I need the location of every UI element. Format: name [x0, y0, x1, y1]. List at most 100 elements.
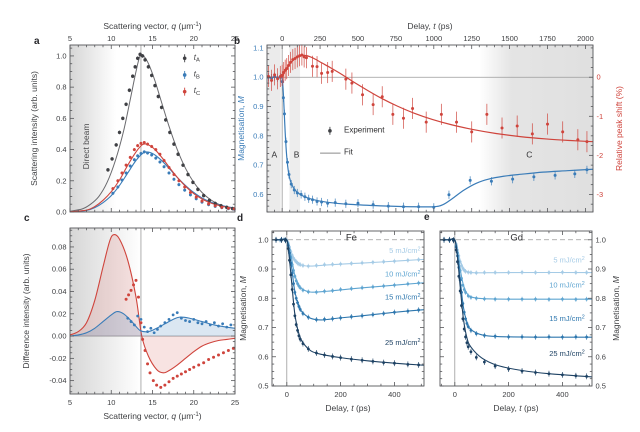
- data-point: [576, 138, 580, 142]
- legend-marker: [182, 73, 187, 77]
- y2-tick-label: -3: [597, 190, 604, 199]
- data-point: [297, 305, 301, 308]
- data-point: [296, 282, 299, 286]
- data-point: [164, 118, 168, 122]
- x-tick-label: 500: [352, 34, 365, 43]
- data-point: [229, 323, 233, 327]
- data-point: [546, 122, 550, 126]
- data-point: [356, 201, 360, 205]
- data-point: [175, 311, 179, 315]
- data-point: [466, 345, 470, 349]
- data-point: [401, 116, 405, 120]
- data-point: [585, 374, 589, 378]
- data-point: [132, 148, 136, 152]
- data-point: [288, 258, 291, 262]
- data-point: [382, 312, 386, 315]
- y-tick-label: 0.8: [56, 83, 66, 92]
- data-point: [339, 356, 343, 360]
- series-fe-25-data: [274, 236, 421, 368]
- annotation: C: [526, 150, 532, 160]
- data-point: [314, 318, 318, 322]
- annotation: 25 mJ/cm2: [549, 349, 585, 358]
- data-point: [293, 314, 297, 318]
- data-point: [287, 64, 291, 68]
- data-point: [167, 317, 171, 321]
- x-tick-label: 400: [556, 390, 569, 399]
- data-point: [323, 317, 326, 321]
- data-point: [298, 286, 302, 290]
- data-point: [177, 179, 181, 183]
- panel-label-d: d: [237, 213, 244, 224]
- data-point: [124, 171, 128, 175]
- data-point: [146, 65, 151, 69]
- data-point: [561, 130, 565, 134]
- x-tick-label: 200: [502, 390, 515, 399]
- data-point: [296, 301, 299, 305]
- data-point: [111, 187, 115, 191]
- data-point: [469, 295, 473, 299]
- data-point: [493, 364, 497, 368]
- data-point: [382, 361, 386, 365]
- data-point: [574, 374, 578, 378]
- plot-box: [266, 44, 594, 213]
- x-tick-label: 5: [68, 398, 72, 407]
- data-point: [493, 334, 497, 338]
- data-point: [466, 325, 470, 329]
- data-point: [188, 193, 192, 197]
- data-point: [534, 335, 537, 339]
- data-point: [194, 195, 198, 199]
- y-tick-label: 0.8: [596, 294, 606, 303]
- data-point: [129, 288, 133, 292]
- data-point: [452, 238, 455, 242]
- x-tick-label: 0: [285, 390, 289, 399]
- data-point: [298, 263, 302, 267]
- data-point: [183, 188, 187, 192]
- annotation: 25 mJ/cm2: [385, 338, 421, 347]
- data-point: [134, 278, 138, 282]
- annotation: Fit: [344, 147, 354, 156]
- data-point: [136, 144, 140, 148]
- data-point: [146, 362, 150, 366]
- panel-e: 0 200 400 0.5 0.6 0.7 0.8 0.9 1.0 Delay, t (ps) Ma…: [439, 230, 621, 413]
- x-tick-label: 20: [190, 398, 198, 407]
- x-tick-label: 1500: [501, 34, 518, 43]
- data-point: [515, 124, 519, 128]
- data-point: [183, 185, 187, 189]
- plot-box: [69, 227, 236, 395]
- data-point: [344, 202, 348, 206]
- data-point: [411, 106, 415, 110]
- data-point: [393, 310, 396, 314]
- data-point: [291, 58, 295, 62]
- y-tick-label: 0.00: [52, 332, 67, 341]
- y-axis-title: Magnetisation, M: [611, 275, 621, 341]
- x-tick-label: 0: [280, 34, 284, 43]
- plot-box: [69, 44, 236, 213]
- panel-b: 0 250 500 750 1000 1250 1500 1750 2000 0.6 0.7 0.8 0…: [236, 21, 624, 213]
- data-point: [326, 71, 330, 75]
- data-point: [148, 371, 152, 375]
- data-point: [132, 283, 136, 287]
- data-point: [151, 379, 155, 383]
- x-axis-title: Scattering vector, q (μm-1): [103, 21, 201, 31]
- data-point: [406, 258, 410, 262]
- data-point: [149, 73, 154, 78]
- data-point: [200, 322, 204, 326]
- y-tick-label: 0.2: [56, 176, 66, 185]
- data-point: [339, 262, 343, 266]
- data-point: [184, 319, 187, 322]
- data-point: [154, 148, 158, 152]
- data-point: [139, 317, 143, 321]
- series-diff-red-data: [124, 278, 235, 389]
- data-point: [146, 330, 149, 334]
- annotation: 10 mJ/cm2: [549, 281, 585, 290]
- data-point: [500, 126, 504, 130]
- x-tick-label: 25: [231, 398, 239, 407]
- data-point: [323, 289, 326, 293]
- data-point: [293, 274, 297, 278]
- data-point: [136, 295, 140, 299]
- annotation: A: [271, 150, 277, 160]
- data-point: [159, 105, 164, 110]
- data-point: [177, 183, 181, 187]
- data-point: [280, 238, 283, 242]
